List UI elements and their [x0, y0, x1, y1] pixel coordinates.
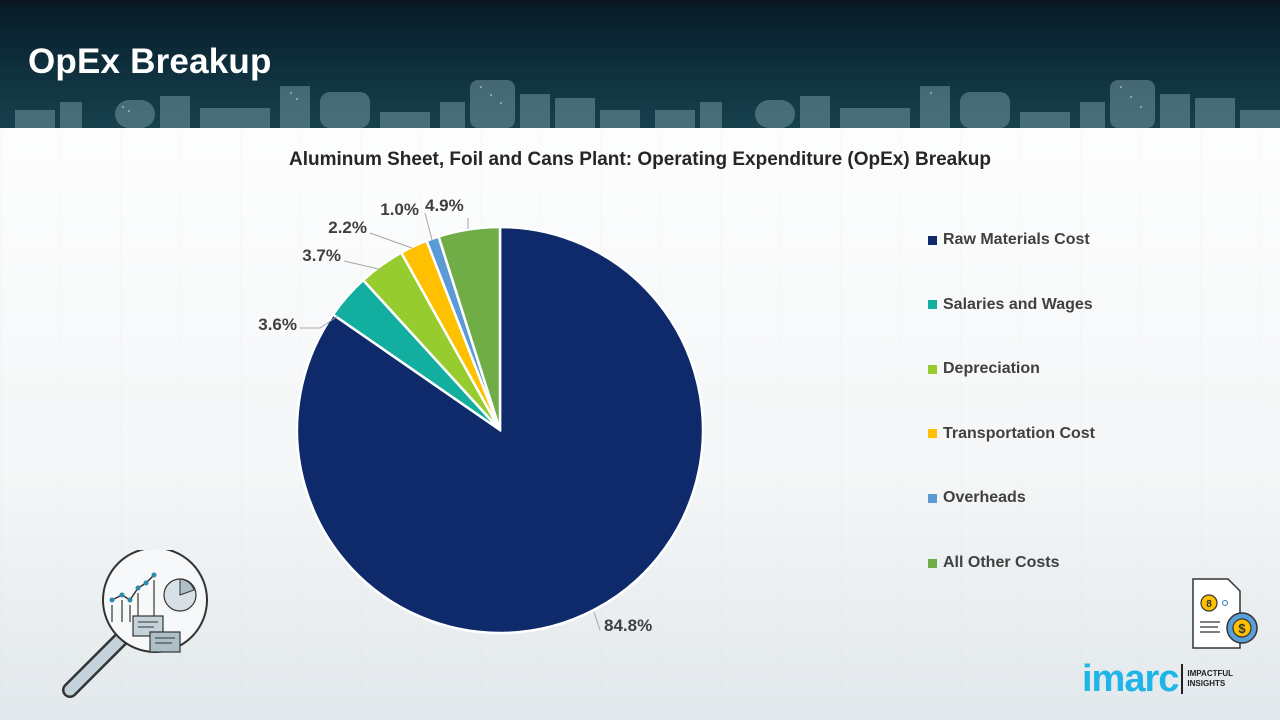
legend-item-all-other-costs: All Other Costs [928, 551, 1059, 575]
chart-title: Aluminum Sheet, Foil and Cans Plant: Ope… [288, 149, 992, 170]
svg-text:8: 8 [1206, 599, 1212, 610]
data-label-all-other-costs: 4.9% [425, 196, 464, 215]
legend-item-transportation-cost: Transportation Cost [928, 422, 1095, 446]
legend-label: Overheads [943, 489, 1026, 507]
legend-item-raw-materials-cost: Raw Materials Cost [928, 228, 1090, 252]
leader-line-salaries-and-wages [300, 315, 339, 329]
legend-item-overheads: Overheads [928, 486, 1026, 510]
svg-text:$: $ [1238, 621, 1246, 636]
page-title: OpEx Breakup [28, 42, 272, 81]
legend-swatch [928, 235, 937, 245]
legend-label: Salaries and Wages [943, 295, 1093, 313]
leader-line-transportation-cost [369, 232, 413, 249]
city-skyline-graphic [15, 80, 1280, 128]
data-label-transportation-cost: 2.2% [328, 218, 367, 237]
header-banner: OpEx Breakup [0, 0, 1280, 128]
legend-label: Raw Materials Cost [943, 231, 1090, 248]
document-cost-icon: 8 $ [1192, 578, 1258, 649]
legend-swatch [928, 429, 937, 439]
legend-label: All Other Costs [943, 554, 1060, 571]
legend-swatch [928, 493, 937, 503]
legend-swatch [928, 558, 937, 568]
legend-item-depreciation: Depreciation [928, 357, 1040, 381]
logo-divider [1181, 664, 1184, 694]
legend-item-salaries-and-wages: Salaries and Wages [928, 293, 1093, 317]
leader-line-raw-materials-cost [593, 611, 601, 631]
data-label-salaries-and-wages: 3.6% [258, 315, 297, 334]
leader-line-depreciation [343, 260, 384, 271]
legend-label: Transportation Cost [943, 424, 1096, 442]
leader-line-overheads [424, 212, 433, 241]
pie-slice-all-other-costs [437, 225, 502, 431]
magnifier-analytics-icon [62, 550, 208, 698]
imarc-logo: imarc IMPACTFUL INSIGHTS [1082, 660, 1233, 698]
legend-swatch [928, 300, 937, 310]
data-label-overheads: 1.0% [380, 200, 419, 219]
data-label-raw-materials-cost: 84.8% [604, 616, 652, 635]
legend-swatch [928, 364, 937, 374]
data-label-depreciation: 3.7% [302, 246, 341, 265]
header-top-border [0, 0, 1280, 3]
logo-tagline: IMPACTFUL INSIGHTS [1187, 669, 1234, 688]
logo-wordmark: imarc [1082, 658, 1179, 700]
legend-label: Depreciation [943, 360, 1040, 378]
